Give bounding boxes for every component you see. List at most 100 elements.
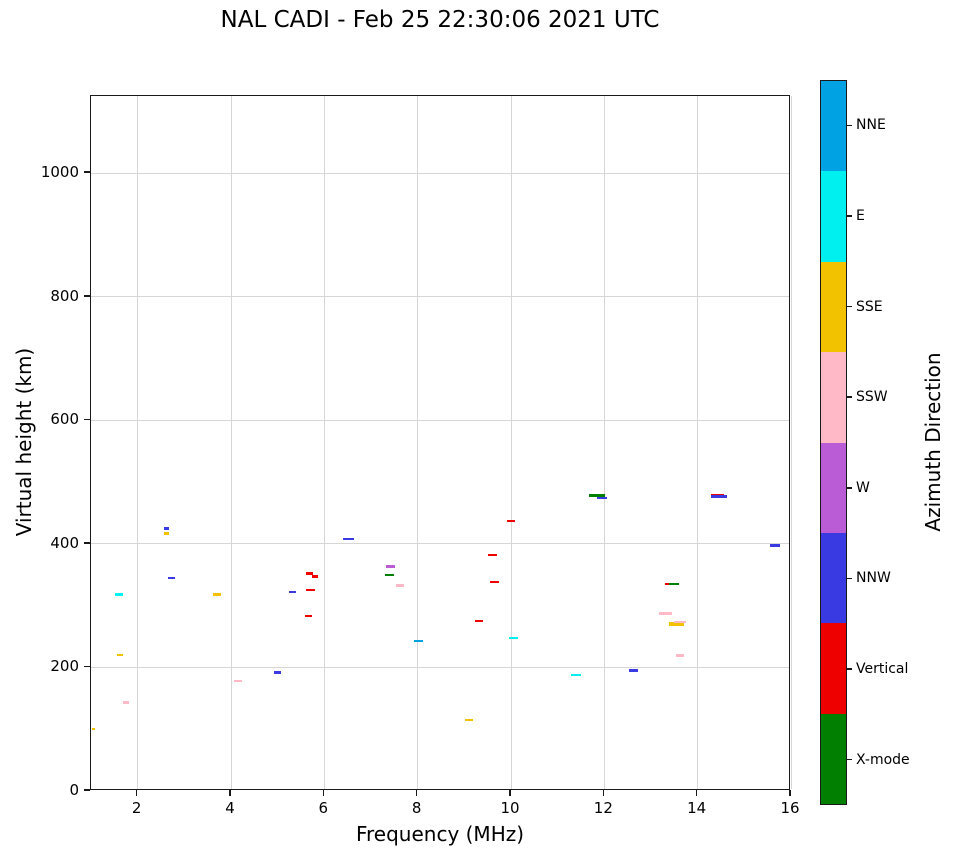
plot-area	[90, 95, 792, 790]
colorbar-tick-mark	[847, 305, 852, 308]
data-point	[710, 493, 724, 496]
x-axis-label: Frequency (MHz)	[355, 822, 525, 846]
x-tick-label: 10	[500, 799, 520, 817]
colorbar-tick-label: X-mode	[856, 751, 910, 768]
data-point	[665, 582, 670, 586]
data-point	[343, 537, 354, 541]
data-point	[288, 590, 297, 594]
colorbar-segment-nne	[821, 81, 846, 172]
data-point	[123, 701, 129, 704]
x-tick-mark	[602, 790, 605, 796]
data-point	[769, 544, 780, 547]
y-tick-mark	[84, 171, 90, 173]
y-tick-mark	[84, 665, 90, 668]
data-point	[674, 621, 686, 624]
data-point	[490, 580, 499, 584]
data-point	[304, 614, 313, 618]
colorbar-tick-label: Vertical	[856, 661, 909, 678]
colorbar-segment-w	[821, 442, 846, 533]
colorbar-tick-label: SSE	[856, 298, 883, 315]
colorbar-segment-vertical	[821, 623, 846, 714]
x-tick-mark	[322, 790, 325, 796]
colorbar-segment-x-mode	[821, 713, 846, 804]
grid-line-y	[91, 419, 789, 421]
colorbar-tick-label: NNW	[856, 570, 891, 587]
y-tick-label: 200	[50, 657, 79, 676]
colorbar-segment-nnw	[821, 532, 846, 624]
grid-line-x	[137, 96, 139, 789]
y-tick-mark	[84, 295, 90, 297]
colorbar-tick-mark	[847, 487, 852, 489]
data-point	[164, 526, 169, 530]
colorbar-tick-mark	[847, 215, 852, 217]
grid-line-y	[91, 172, 789, 174]
grid-line-y	[91, 296, 789, 298]
data-point	[213, 593, 221, 596]
y-tick-mark	[84, 542, 90, 544]
data-point	[589, 494, 606, 498]
data-point	[167, 576, 175, 580]
data-point	[507, 519, 515, 523]
y-tick-mark	[84, 789, 90, 791]
x-tick-mark	[789, 790, 791, 796]
grid-line-x	[697, 96, 699, 789]
data-point	[117, 653, 123, 657]
colorbar-segment-ssw	[821, 352, 846, 443]
data-point	[669, 621, 685, 627]
x-tick-mark	[695, 790, 698, 796]
colorbar-axis-label: Azimuth Direction	[921, 352, 945, 532]
data-point	[273, 671, 282, 674]
grid-line-x	[603, 96, 605, 789]
data-point	[91, 727, 95, 731]
grid-line-y	[91, 666, 789, 668]
data-point	[464, 718, 474, 722]
data-point	[312, 575, 318, 578]
data-point	[475, 619, 484, 623]
colorbar-tick-mark	[847, 758, 852, 761]
data-point	[675, 654, 685, 657]
grid-line-x	[323, 96, 325, 789]
grid-line-y	[91, 543, 789, 545]
colorbar-tick-label: E	[856, 207, 865, 224]
colorbar-tick-label: W	[856, 479, 870, 496]
data-point	[413, 639, 424, 643]
data-point	[487, 553, 497, 557]
grid-line-x	[417, 96, 419, 789]
y-tick-label: 800	[50, 286, 79, 305]
data-point	[596, 496, 608, 499]
grid-line-x	[510, 96, 512, 789]
data-point	[115, 593, 123, 596]
x-tick-mark	[229, 790, 231, 796]
data-point	[385, 573, 394, 577]
data-point	[669, 582, 680, 586]
x-tick-mark	[415, 790, 418, 796]
data-point	[659, 612, 673, 615]
data-point	[234, 679, 242, 683]
colorbar-segment-sse	[821, 261, 846, 353]
y-tick-label: 400	[50, 533, 79, 552]
data-point	[710, 494, 727, 498]
x-tick-label: 6	[318, 799, 329, 817]
colorbar-tick-label: NNE	[856, 117, 886, 134]
grid-line-x	[790, 96, 792, 789]
grid-line-x	[230, 96, 232, 789]
chart-title: NAL CADI - Feb 25 22:30:06 2021 UTC	[220, 7, 660, 33]
data-point	[164, 532, 169, 535]
colorbar-tick-label: SSW	[856, 389, 888, 406]
x-tick-label: 12	[593, 799, 613, 817]
y-tick-mark	[84, 418, 90, 421]
y-tick-label: 0	[69, 781, 79, 799]
data-point	[628, 669, 638, 672]
colorbar-tick-mark	[847, 577, 852, 580]
x-tick-label: 8	[411, 799, 422, 817]
y-axis-label: Virtual height (km)	[12, 347, 36, 537]
data-point	[509, 636, 518, 640]
data-point	[305, 572, 314, 575]
data-point	[571, 673, 582, 677]
colorbar-tick-mark	[847, 668, 852, 670]
x-tick-mark	[135, 790, 138, 796]
x-tick-label: 16	[780, 799, 800, 817]
colorbar	[820, 80, 847, 805]
y-tick-label: 600	[50, 410, 79, 429]
